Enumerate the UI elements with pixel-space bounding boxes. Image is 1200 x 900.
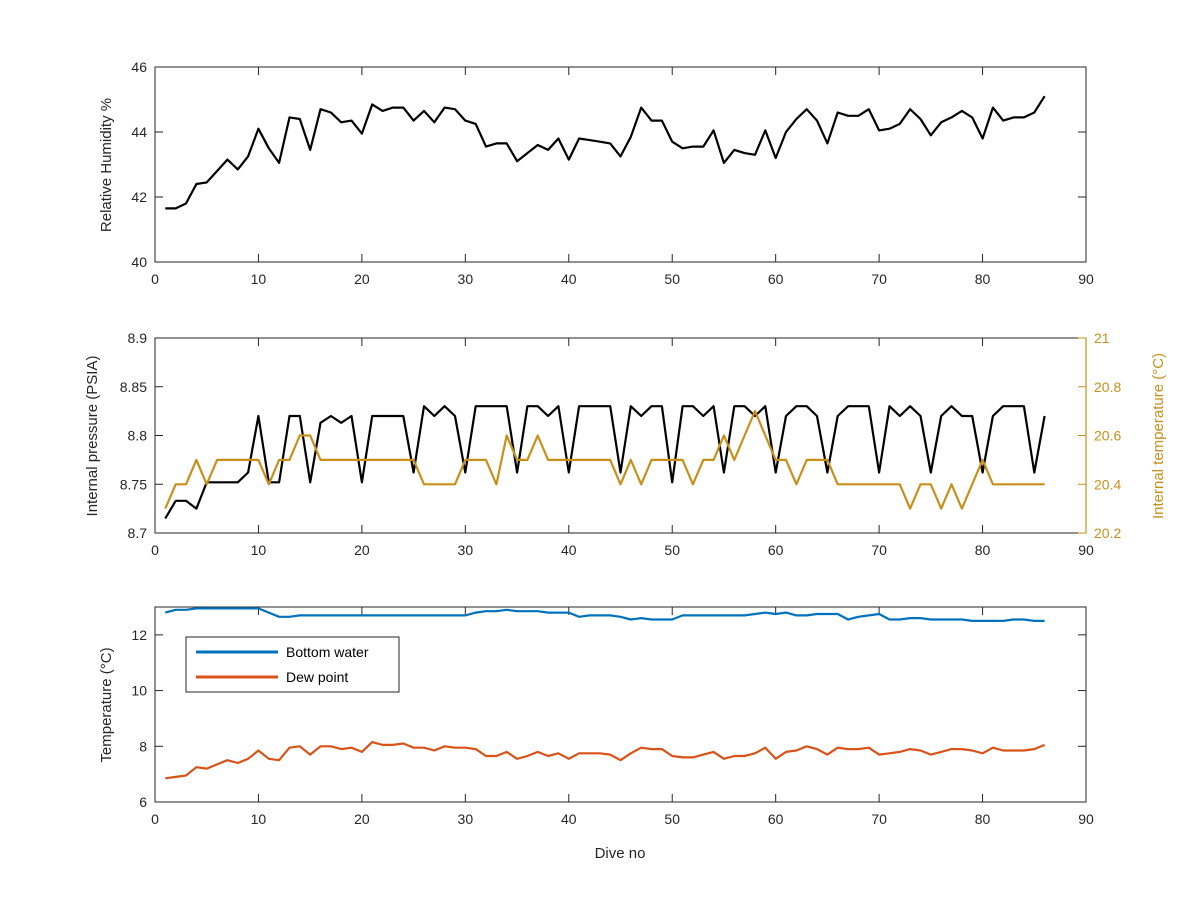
temperature-y-tick-label: 10	[131, 683, 147, 699]
humidity-x-tick-label: 10	[251, 271, 267, 287]
humidity-panel: Relative Humidity % 0 10 20 30 40 50 60 70 80 90 4…	[98, 59, 1094, 287]
pressure-x-tick-label: 10	[251, 542, 267, 558]
internal-temperature-series-line	[164, 410, 1045, 510]
temperature-x-tick-label: 30	[458, 811, 474, 827]
humidity-y-tick-label: 44	[131, 124, 147, 140]
temperature-x-tick-label: 10	[251, 811, 267, 827]
pressure-x-tick-label: 0	[151, 542, 159, 558]
temperature-y-tick-label: 8	[139, 738, 147, 754]
dive-no-xlabel: Dive no	[595, 845, 646, 862]
pressure-y-tick-label: 8.7	[128, 525, 148, 541]
relative-humidity-series-line	[165, 95, 1046, 210]
temperature-x-tick-label: 80	[975, 811, 991, 827]
pressure-x-tick-label: 80	[975, 542, 991, 558]
humidity-x-tick-label: 80	[975, 271, 991, 287]
temperature-panel: Temperature (°C) Dive no 0 10 20 30 40 50 60 70…	[98, 606, 1094, 862]
temperature-x-tick-label: 60	[768, 811, 784, 827]
pressure-x-tick-label: 60	[768, 542, 784, 558]
humidity-ylabel: Relative Humidity %	[98, 98, 115, 232]
humidity-x-tick-label: 0	[151, 271, 159, 287]
pressure-y2-tick-label: 20.2	[1094, 525, 1121, 541]
pressure-y2-tick-label: 20.8	[1094, 379, 1121, 395]
internal-pressure-series-line	[164, 405, 1046, 519]
pressure-panel: Internal pressure (PSIA) Internal temper…	[84, 330, 1167, 558]
pressure-x-tick-label: 20	[354, 542, 370, 558]
humidity-x-tick-label: 30	[458, 271, 474, 287]
temperature-y-tick-label: 12	[131, 627, 147, 643]
humidity-x-tick-label: 90	[1078, 271, 1094, 287]
pressure-y-tick-label: 8.75	[120, 476, 147, 492]
pressure-x-tick-label: 50	[664, 542, 680, 558]
temperature-ylabel: Temperature (°C)	[98, 647, 115, 762]
humidity-x-tick-label: 40	[561, 271, 577, 287]
temperature-x-tick-label: 0	[151, 811, 159, 827]
pressure-y-tick-label: 8.8	[128, 428, 148, 444]
temperature-y-tick-label: 6	[139, 794, 147, 810]
pressure-ylabel: Internal pressure (PSIA)	[84, 356, 101, 517]
humidity-x-tick-label: 20	[354, 271, 370, 287]
humidity-y-tick-label: 40	[131, 254, 147, 270]
humidity-y-tick-label: 42	[131, 189, 147, 205]
humidity-x-tick-label: 50	[664, 271, 680, 287]
bottom-water-series-line	[165, 607, 1045, 623]
pressure-y-tick-label: 8.9	[128, 330, 148, 346]
humidity-axes-frame	[154, 66, 1087, 263]
temperature-axes-frame	[154, 606, 1087, 803]
pressure-y-tick-label: 8.85	[120, 379, 147, 395]
pressure-y2-tick-label: 20.6	[1094, 428, 1121, 444]
humidity-y-tick-label: 46	[131, 59, 147, 75]
pressure-y2-tick-label: 21	[1094, 330, 1110, 346]
legend-label-dew-point: Dew point	[286, 669, 348, 685]
humidity-x-tick-label: 70	[871, 271, 887, 287]
temperature-x-tick-label: 70	[871, 811, 887, 827]
legend-label-bottom-water: Bottom water	[286, 644, 369, 660]
pressure-x-tick-label: 70	[871, 542, 887, 558]
temperature-x-tick-label: 20	[354, 811, 370, 827]
legend-box	[185, 636, 400, 693]
temperature-x-tick-label: 40	[561, 811, 577, 827]
temperature-x-tick-label: 90	[1078, 811, 1094, 827]
pressure-x-tick-label: 90	[1078, 542, 1094, 558]
internal-temperature-ylabel: Internal temperature (°C)	[1150, 353, 1167, 519]
temperature-x-tick-label: 50	[664, 811, 680, 827]
pressure-y2-tick-label: 20.4	[1094, 476, 1121, 492]
dew-point-series-line	[165, 740, 1046, 780]
legend: Bottom water Dew point	[185, 636, 400, 693]
pressure-x-tick-label: 30	[458, 542, 474, 558]
pressure-x-tick-label: 40	[561, 542, 577, 558]
humidity-x-tick-label: 60	[768, 271, 784, 287]
